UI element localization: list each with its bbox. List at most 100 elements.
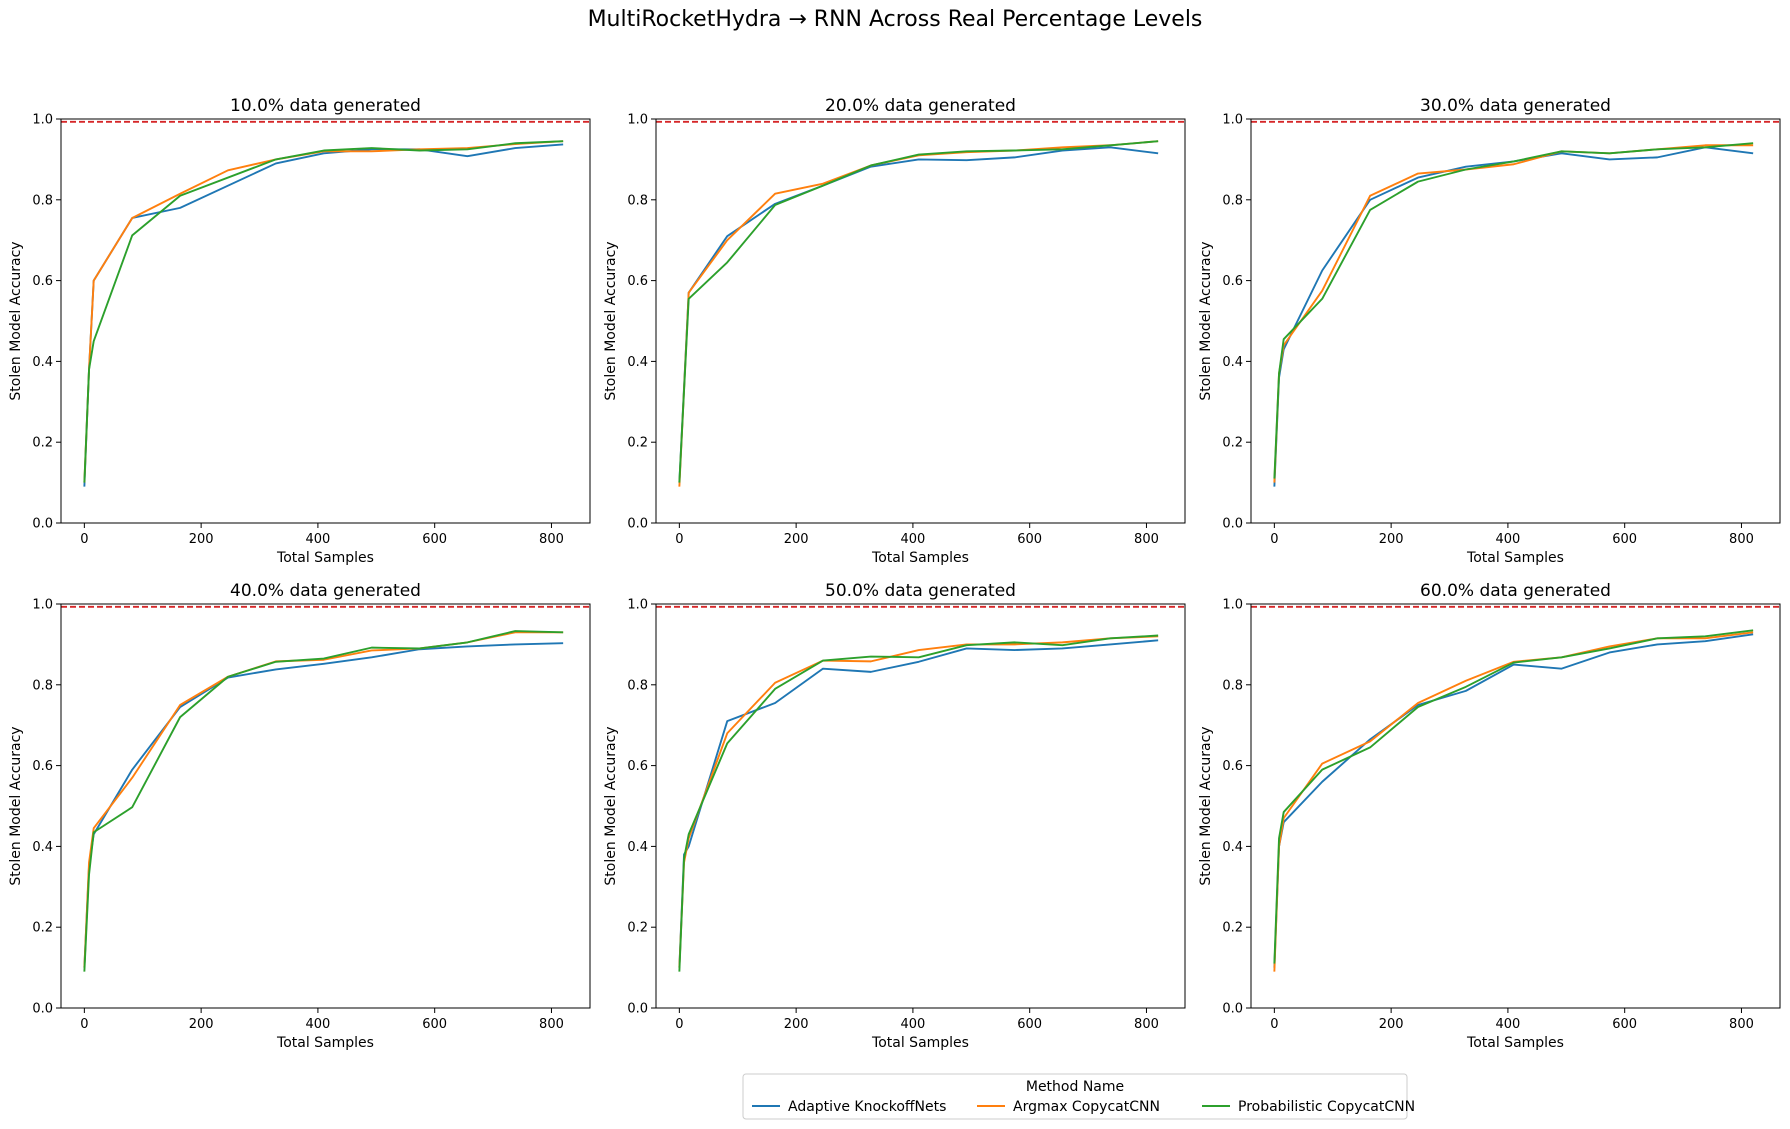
x-tick-label: 200 [189,1017,214,1032]
y-tick-label: 0.8 [1222,678,1243,693]
legend-label: Argmax CopycatCNN [1013,1099,1160,1115]
y-tick-label: 0.4 [627,840,648,855]
y-tick-label: 1.0 [627,598,648,613]
x-tick-label: 600 [1612,532,1637,547]
series-line-probabilistic-copycatcnn [83,630,564,972]
y-tick-label: 0.6 [1222,759,1243,774]
subplot-4: 40.0% data generated 0.0 0.2 0.4 0.6 0.8 1.0 0 2… [8,581,591,1051]
subplot-title: 30.0% data generated [1420,96,1611,116]
y-tick-label: 0.6 [1222,274,1243,289]
x-tick-label: 0 [80,1017,88,1032]
legend-label: Probabilistic CopycatCNN [1238,1099,1415,1115]
legend: Method Name Adaptive KnockoffNets Argmax … [742,1073,1415,1120]
x-tick-label: 800 [539,532,564,547]
y-tick-label: 0.4 [1222,840,1243,855]
x-tick-label: 400 [1495,532,1520,547]
x-tick-label: 200 [1379,532,1404,547]
x-tick-label: 200 [784,532,809,547]
x-tick-label: 800 [1134,532,1159,547]
y-tick-label: 1.0 [1222,598,1243,613]
figure-title: MultiRocketHydra → RNN Across Real Perce… [588,7,1203,32]
y-tick-label: 0.8 [1222,193,1243,208]
y-tick-label: 1.0 [1222,113,1243,128]
y-tick-label: 0.4 [1222,355,1243,370]
y-tick-label: 1.0 [627,113,648,128]
x-axis-label: Total Samples [1466,550,1564,566]
y-tick-label: 0.2 [32,921,53,936]
axes-frame [60,118,591,524]
y-tick-label: 0.0 [1222,517,1243,532]
subplot-title: 40.0% data generated [230,581,421,601]
y-tick-label: 0.6 [627,759,648,774]
x-tick-label: 800 [1729,1017,1754,1032]
series-line-probabilistic-copycatcnn [678,140,1159,483]
legend-frame [742,1073,1408,1120]
x-tick-label: 0 [1270,1017,1278,1032]
subplot-6: 60.0% data generated 0.0 0.2 0.4 0.6 0.8 1.0 0 2… [1198,581,1781,1051]
x-tick-label: 600 [422,532,447,547]
y-tick-label: 0.2 [1222,921,1243,936]
y-tick-label: 0.0 [32,1002,53,1017]
series-line-adaptive-knockoffnets [678,146,1159,483]
y-tick-label: 0.4 [32,840,53,855]
x-tick-label: 0 [675,532,683,547]
subplot-title: 10.0% data generated [230,96,421,116]
x-tick-label: 200 [1379,1017,1404,1032]
y-tick-label: 0.4 [627,355,648,370]
y-tick-label: 0.6 [627,274,648,289]
x-tick-label: 400 [900,532,925,547]
subplot-2: 20.0% data generated 0.0 0.2 0.4 0.6 0.8 1.0 0 2… [603,96,1186,566]
subplot-5: 50.0% data generated 0.0 0.2 0.4 0.6 0.8 1.0 0 2… [603,581,1186,1051]
legend-label: Adaptive KnockoffNets [788,1099,946,1115]
x-tick-label: 600 [1017,532,1042,547]
axes-frame [655,603,1186,1009]
y-tick-label: 0.4 [32,355,53,370]
y-tick-label: 1.0 [32,598,53,613]
x-axis-label: Total Samples [871,550,969,566]
y-tick-label: 0.2 [627,921,648,936]
series-line-probabilistic-copycatcnn [678,634,1159,972]
legend-item-argmax-copycatcnn: Argmax CopycatCNN [977,1099,1160,1115]
x-axis-label: Total Samples [276,1035,374,1051]
y-tick-label: 0.2 [627,436,648,451]
y-axis-label: Stolen Model Accuracy [603,726,619,885]
axes-frame [1250,603,1781,1009]
x-tick-label: 200 [784,1017,809,1032]
x-tick-label: 0 [80,532,88,547]
axes-frame [60,603,591,1009]
y-tick-label: 0.8 [627,678,648,693]
subplot-title: 50.0% data generated [825,581,1016,601]
x-tick-label: 0 [1270,532,1278,547]
axes-frame [655,118,1186,524]
subplot-3: 30.0% data generated 0.0 0.2 0.4 0.6 0.8 1.0 0 2… [1198,96,1781,566]
y-tick-label: 0.8 [32,193,53,208]
legend-item-adaptive-knockoffnets: Adaptive KnockoffNets [752,1099,946,1115]
y-tick-label: 0.8 [32,678,53,693]
x-axis-label: Total Samples [1466,1035,1564,1051]
x-tick-label: 400 [305,532,330,547]
x-tick-label: 600 [422,1017,447,1032]
x-tick-label: 400 [900,1017,925,1032]
axes-frame [1250,118,1781,524]
x-axis-label: Total Samples [871,1035,969,1051]
y-tick-label: 0.2 [32,436,53,451]
subplot-title: 20.0% data generated [825,96,1016,116]
x-tick-label: 600 [1612,1017,1637,1032]
x-tick-label: 800 [1729,532,1754,547]
x-tick-label: 800 [1134,1017,1159,1032]
y-tick-label: 0.6 [32,759,53,774]
y-tick-label: 0.0 [32,517,53,532]
legend-item-probabilistic-copycatcnn: Probabilistic CopycatCNN [1202,1099,1415,1115]
x-axis-label: Total Samples [276,550,374,566]
x-tick-label: 400 [305,1017,330,1032]
y-axis-label: Stolen Model Accuracy [1198,241,1214,400]
x-tick-label: 0 [675,1017,683,1032]
y-tick-label: 0.0 [627,517,648,532]
y-tick-label: 0.0 [627,1002,648,1017]
y-tick-label: 0.8 [627,193,648,208]
x-tick-label: 600 [1017,1017,1042,1032]
series-line-probabilistic-copycatcnn [83,140,564,483]
